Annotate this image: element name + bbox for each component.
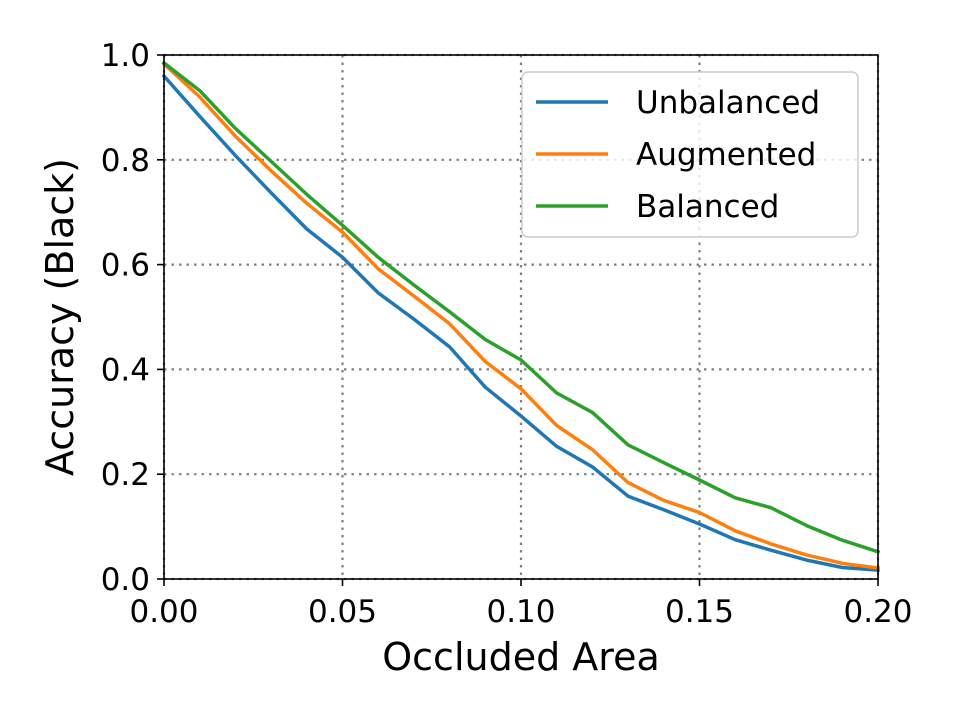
y-axis-label: Accuracy (Black) (38, 158, 82, 476)
legend-label-unbalanced: Unbalanced (636, 85, 820, 121)
y-tick-label-0: 0.0 (101, 562, 150, 598)
y-tick-label-3: 0.6 (101, 248, 150, 284)
series-line-augmented (161, 61, 880, 570)
legend-label-augmented: Augmented (636, 137, 816, 173)
axis-ticks: 0.00 0.05 0.10 0.15 0.20 0.0 0.2 0.4 0.6 0.8 1.0 (101, 38, 913, 630)
x-tick-label-0: 0.00 (129, 594, 198, 630)
x-tick-label-2: 0.10 (486, 594, 555, 630)
y-tick-label-4: 0.8 (101, 143, 150, 179)
series-line-unbalanced (161, 73, 880, 572)
y-tick-label-2: 0.4 (101, 352, 150, 388)
x-tick-label-3: 0.15 (665, 594, 734, 630)
x-tick-label-4: 0.20 (843, 594, 912, 630)
legend-label-balanced: Balanced (636, 189, 779, 225)
legend: Unbalanced Augmented Balanced (521, 71, 859, 238)
x-tick-label-1: 0.05 (308, 594, 377, 630)
y-tick-label-5: 1.0 (101, 38, 150, 74)
y-tick-label-1: 0.2 (101, 457, 150, 493)
series-line-balanced (161, 60, 881, 555)
x-axis-label: Occluded Area (382, 635, 660, 679)
series-lines (161, 60, 881, 572)
legend-box (521, 71, 859, 238)
